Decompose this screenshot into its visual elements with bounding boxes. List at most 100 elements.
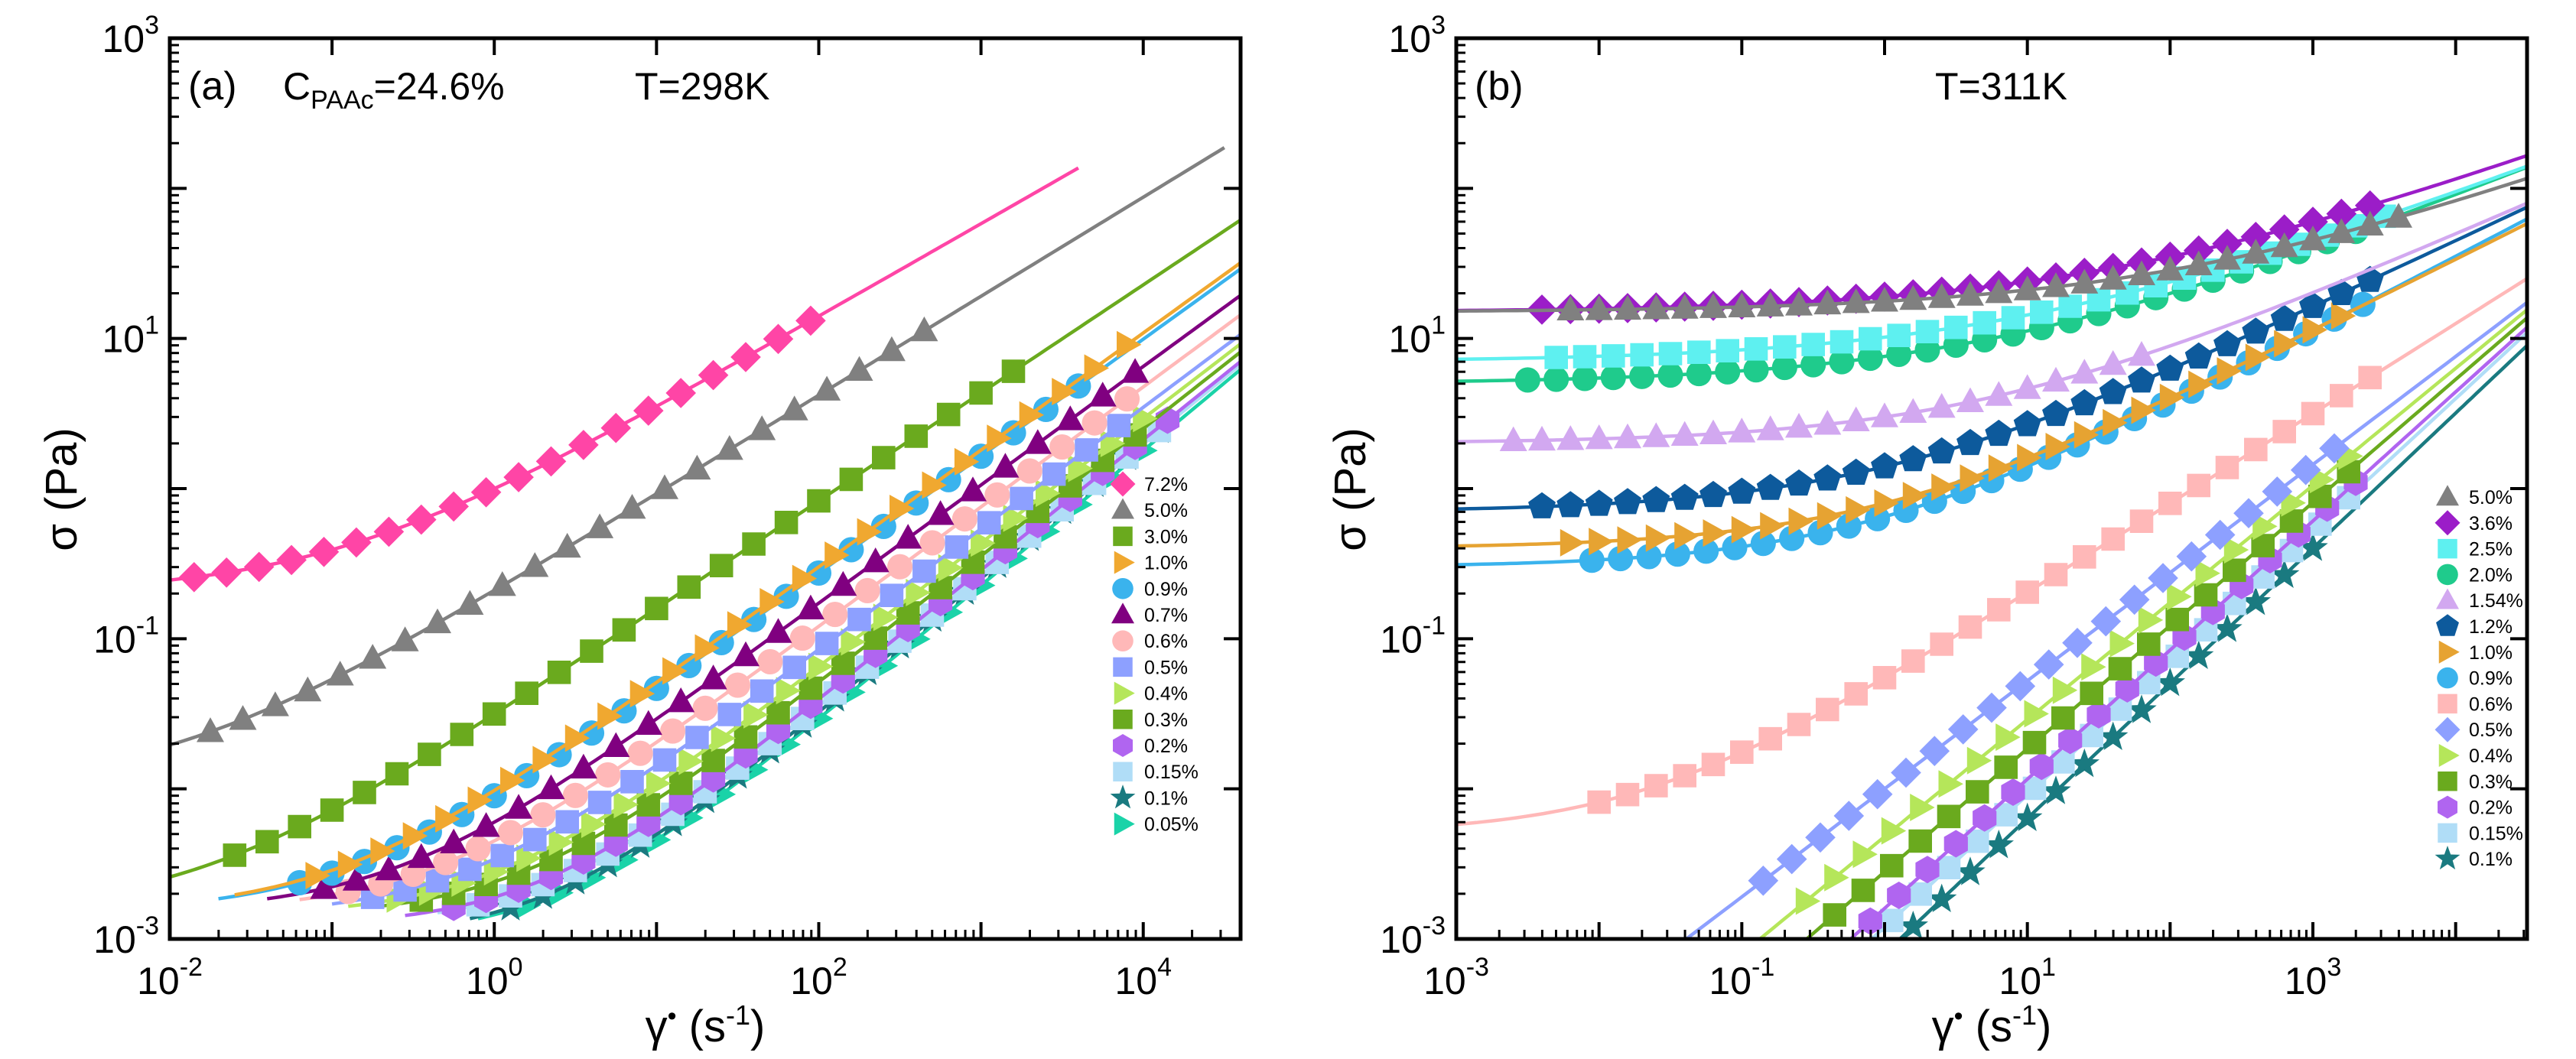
data-point	[310, 874, 338, 899]
data-point	[815, 632, 839, 655]
data-point	[1943, 830, 1968, 858]
data-point	[391, 626, 419, 651]
data-point	[500, 766, 525, 794]
data-point	[1615, 782, 1640, 807]
data-point	[1748, 866, 1779, 896]
data-point	[1075, 438, 1098, 462]
data-point	[971, 529, 996, 557]
data-point	[2108, 697, 2132, 721]
data-point	[652, 748, 677, 772]
legend-marker	[2438, 694, 2457, 714]
legend-item-0.3%: 0.3%	[2438, 772, 2513, 793]
data-point	[2042, 272, 2070, 297]
data-point	[1003, 504, 1028, 532]
panel-a-ticks: 10-2 100 102 104 10-3 10-1 101 103	[93, 11, 1241, 1002]
data-point	[1023, 429, 1052, 454]
legend-marker	[2438, 640, 2460, 664]
data-point	[796, 594, 825, 619]
data-point	[1088, 382, 1117, 407]
series-5.0%	[1456, 177, 2527, 320]
data-point	[1560, 528, 1586, 557]
data-point	[2245, 343, 2271, 372]
legend-item-0.3%: 0.3%	[1113, 710, 1188, 731]
data-point	[694, 634, 720, 662]
legend-marker	[1111, 603, 1134, 624]
legend-item-0.9%: 0.9%	[1112, 578, 1188, 600]
data-point	[1068, 454, 1093, 482]
data-point	[1744, 337, 1768, 361]
data-point	[1645, 524, 1671, 552]
data-point	[618, 494, 646, 519]
data-point	[831, 651, 855, 675]
legend-item-0.7%: 0.7%	[1111, 603, 1188, 626]
data-point	[1664, 541, 1690, 567]
data-point	[2080, 681, 2103, 706]
data-point	[294, 676, 322, 702]
data-point	[595, 762, 621, 788]
data-point	[1556, 425, 1585, 450]
x-tick-label: 10-1	[1709, 953, 1774, 1002]
y-tick-label: 103	[102, 11, 159, 60]
data-point	[1973, 804, 1997, 832]
data-point	[759, 588, 785, 616]
data-point	[724, 672, 750, 698]
legend-label: 5.0%	[1144, 500, 1188, 521]
data-point	[1687, 340, 1711, 364]
data-point	[2033, 649, 2064, 680]
legend-label: 1.0%	[2469, 642, 2513, 664]
legend-marker	[1113, 762, 1133, 781]
data-point	[2330, 384, 2353, 408]
data-point	[539, 847, 563, 872]
data-point	[1817, 502, 1843, 530]
legend-item-0.4%: 0.4%	[2438, 744, 2513, 767]
panel-b-legend: 5.0% 3.6% 2.5% 2.0% 1.54% 1.2% 1.0% 0.9% 0.6% 0.5…	[2435, 485, 2523, 870]
data-point	[353, 781, 376, 804]
legend-marker	[1113, 710, 1133, 729]
data-point	[1670, 483, 1699, 510]
legend-label: 0.2%	[1144, 736, 1188, 757]
data-point	[223, 843, 247, 867]
data-point	[1899, 398, 1927, 423]
data-point	[1947, 714, 1979, 745]
legend-label: 0.2%	[2469, 797, 2513, 819]
data-point	[715, 435, 743, 460]
series-0.4%	[1757, 308, 2527, 939]
data-point	[629, 680, 655, 708]
x-tick-label: 100	[466, 953, 523, 1002]
data-point	[1776, 843, 1807, 875]
data-point	[530, 802, 556, 828]
data-point	[1865, 505, 1891, 531]
legend-marker	[1112, 578, 1134, 599]
data-point	[1893, 497, 1919, 524]
data-point	[523, 827, 547, 852]
data-point	[1994, 803, 2018, 827]
legend-label: 0.9%	[2469, 668, 2513, 690]
legend-item-0.5%: 0.5%	[2435, 716, 2513, 742]
data-point	[2024, 700, 2049, 728]
data-point	[1908, 829, 1932, 853]
data-point	[1858, 907, 1882, 935]
data-point	[1699, 293, 1727, 318]
legend-label: 0.7%	[1144, 605, 1188, 626]
data-point	[776, 677, 801, 705]
data-point	[764, 618, 792, 643]
data-point	[854, 577, 880, 604]
data-point	[636, 793, 661, 817]
data-point	[1914, 337, 1940, 363]
data-point	[407, 843, 435, 869]
legend-item-0.05%: 0.05%	[1114, 812, 1199, 836]
data-point	[564, 724, 590, 752]
panel-a-x-axis-title: γ• (s-1)	[646, 999, 766, 1051]
data-point	[1958, 615, 1982, 639]
data-point	[873, 603, 899, 632]
data-point	[847, 607, 871, 632]
legend-marker	[2438, 772, 2457, 791]
data-point	[488, 571, 516, 596]
data-point	[1617, 526, 1642, 554]
data-point	[370, 837, 395, 866]
data-point	[555, 810, 579, 834]
data-point	[1927, 437, 1956, 464]
data-point	[1800, 352, 1826, 378]
data-point	[1630, 343, 1654, 367]
data-point	[877, 336, 906, 362]
